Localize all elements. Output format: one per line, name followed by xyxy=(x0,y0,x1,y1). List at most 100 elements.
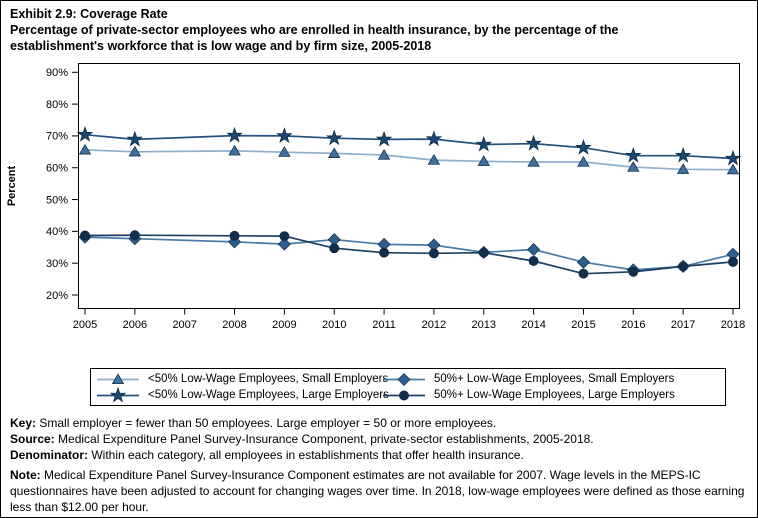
data-point-star xyxy=(674,146,692,163)
footnote-denominator-text: Within each category, all employees in e… xyxy=(88,448,524,462)
y-tick-label: 90% xyxy=(46,67,68,79)
data-point-triangle xyxy=(427,154,441,165)
chart-legend: <50% Low-Wage Employees, Small Employers… xyxy=(90,368,726,406)
legend-marker-triangle xyxy=(111,372,125,384)
data-point-star xyxy=(276,127,293,143)
data-point-diamond xyxy=(576,255,590,269)
legend-label: 50%+ Low-Wage Employees, Small Employers xyxy=(434,373,675,385)
y-tick-label: 80% xyxy=(46,99,68,111)
legend-label: 50%+ Low-Wage Employees, Large Employers xyxy=(434,389,675,401)
y-tick-label: 40% xyxy=(46,226,68,238)
data-point-circle xyxy=(728,256,738,267)
data-point-circle xyxy=(578,268,589,279)
legend-item: <50% Low-Wage Employees, Small Employers xyxy=(91,371,388,388)
data-point-circle xyxy=(478,247,489,258)
data-point-circle xyxy=(379,247,390,258)
x-tick-label: 2018 xyxy=(721,319,745,331)
legend-item: <50% Low-Wage Employees, Large Employers xyxy=(91,386,389,404)
data-point-triangle xyxy=(278,146,291,157)
data-point-triangle xyxy=(676,163,690,174)
chart-subtitle: Percentage of private-sector employees w… xyxy=(10,23,619,53)
data-point-triangle xyxy=(128,145,142,157)
data-point-star xyxy=(525,134,542,151)
data-point-circle xyxy=(628,266,639,277)
footnote-source: Source: Medical Expenditure Panel Survey… xyxy=(10,431,750,447)
y-tick-label: 60% xyxy=(46,163,68,175)
y-tick-label: 50% xyxy=(46,194,68,206)
data-point-circle xyxy=(428,248,439,259)
data-point-star xyxy=(475,135,493,152)
data-point-circle xyxy=(129,230,140,241)
data-point-star xyxy=(375,130,393,147)
x-tick-label: 2017 xyxy=(671,319,695,331)
data-point-triangle xyxy=(527,155,540,167)
data-point-star xyxy=(625,146,642,163)
data-point-circle xyxy=(279,231,290,242)
data-point-circle xyxy=(678,261,689,272)
coverage-rate-line-chart: 90% 80% 70% 60% 50% 40% 30% 20% 2005 2006 2007 2008… xyxy=(6,63,745,331)
plot-border xyxy=(78,63,740,309)
data-point-triangle xyxy=(328,147,341,158)
data-point-triangle xyxy=(78,143,92,155)
x-tick-label: 2008 xyxy=(222,319,246,331)
x-tick-label: 2010 xyxy=(322,319,346,331)
legend-marker-diamond xyxy=(397,372,411,386)
x-tick-label: 2009 xyxy=(272,319,296,331)
x-tick-label: 2005 xyxy=(73,319,97,331)
star-marker-icon xyxy=(97,386,139,403)
legend-item: 50%+ Low-Wage Employees, Large Employers xyxy=(377,387,725,404)
legend-label: <50% Low-Wage Employees, Large Employers xyxy=(148,389,389,401)
y-tick-label: 70% xyxy=(46,131,68,143)
x-tick-label: 2014 xyxy=(521,319,545,331)
y-tick-label: 30% xyxy=(46,258,68,270)
footnote-key-text: Small employer = fewer than 50 employees… xyxy=(36,416,497,430)
triangle-marker-icon xyxy=(97,372,139,384)
data-point-star xyxy=(575,139,592,155)
x-tick-label: 2007 xyxy=(172,319,196,331)
x-tick-label: 2012 xyxy=(422,319,446,331)
footnote-source-label: Source: xyxy=(10,432,55,446)
footnote-denominator-label: Denominator: xyxy=(10,448,88,462)
footnote-note: Note: Medical Expenditure Panel Survey-I… xyxy=(10,467,750,515)
data-point-diamond xyxy=(277,237,291,251)
x-tick-label: 2006 xyxy=(123,319,147,331)
legend-marker-star xyxy=(109,386,127,403)
y-tick-label: 20% xyxy=(46,290,68,302)
chart-title-block: Exhibit 2.9: Coverage Rate Percentage of… xyxy=(10,6,710,54)
exhibit-title: Exhibit 2.9: Coverage Rate xyxy=(10,7,168,21)
circle-marker-icon xyxy=(383,390,425,400)
data-point-star xyxy=(724,149,742,166)
footnote-note-label: Note: xyxy=(10,468,41,482)
data-point-circle xyxy=(528,256,539,266)
data-point-circle xyxy=(329,243,340,254)
data-point-star xyxy=(325,129,343,146)
data-point-circle xyxy=(229,230,240,241)
data-point-triangle xyxy=(377,148,391,160)
footnote-key-label: Key: xyxy=(10,416,37,430)
data-point-star xyxy=(226,126,243,143)
data-point-triangle xyxy=(228,144,241,156)
x-tick-label: 2011 xyxy=(372,319,396,331)
legend-item: 50%+ Low-Wage Employees, Small Employers xyxy=(377,371,725,388)
y-axis-title: Percent xyxy=(6,165,18,206)
data-point-triangle xyxy=(627,161,640,172)
x-tick-label: 2016 xyxy=(621,319,645,331)
x-tick-label: 2013 xyxy=(472,319,496,331)
diamond-marker-icon xyxy=(383,372,425,386)
footnotes: Key: Small employer = fewer than 50 empl… xyxy=(10,415,750,515)
footnote-note-text: Medical Expenditure Panel Survey-Insuran… xyxy=(10,468,745,514)
data-point-triangle xyxy=(477,155,490,166)
data-point-diamond xyxy=(527,243,541,257)
data-point-triangle xyxy=(726,163,740,175)
data-point-star xyxy=(76,125,94,142)
legend-label: <50% Low-Wage Employees, Small Employers xyxy=(148,373,389,385)
data-point-triangle xyxy=(577,155,590,167)
footnote-denominator: Denominator: Within each category, all e… xyxy=(10,447,750,463)
footnote-key: Key: Small employer = fewer than 50 empl… xyxy=(10,415,750,431)
footnote-source-text: Medical Expenditure Panel Survey-Insuran… xyxy=(54,432,594,446)
data-point-star xyxy=(425,130,443,147)
x-tick-label: 2015 xyxy=(571,319,595,331)
legend-marker-circle xyxy=(399,390,409,400)
data-point-circle xyxy=(80,230,90,241)
